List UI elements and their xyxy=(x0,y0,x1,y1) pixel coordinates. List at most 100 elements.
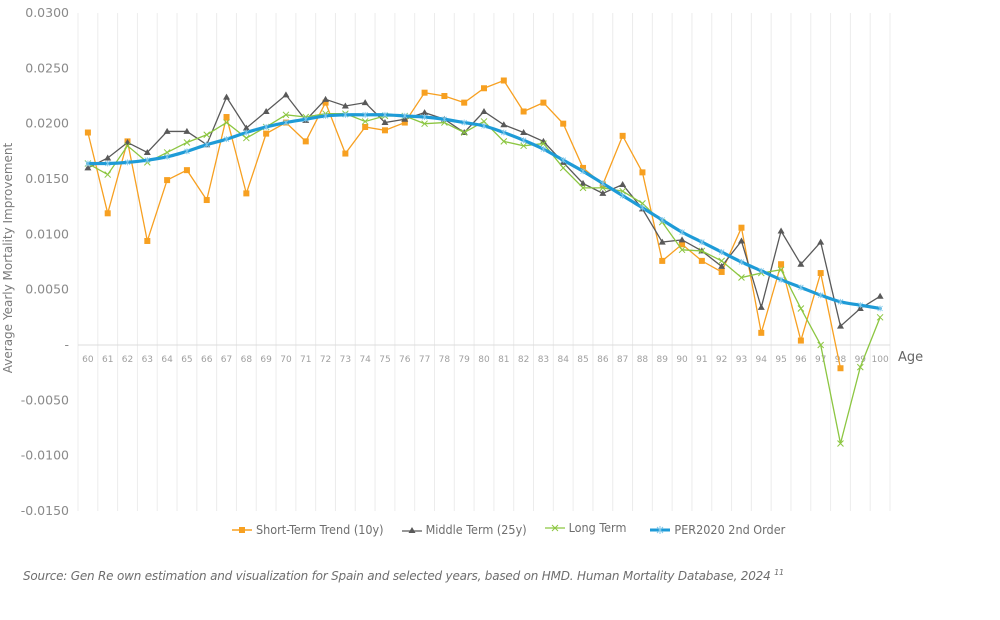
x-tick-label: 90 xyxy=(676,355,688,365)
x-tick-label: 80 xyxy=(478,355,490,365)
data-point xyxy=(679,241,686,248)
data-point xyxy=(876,313,884,321)
x-marker-icon xyxy=(544,524,565,531)
data-point xyxy=(382,111,388,118)
data-point xyxy=(619,132,626,139)
data-point xyxy=(698,247,706,255)
data-point xyxy=(520,142,527,150)
data-point xyxy=(738,274,745,281)
y-tick-label: 0.0100 xyxy=(25,226,69,241)
data-point xyxy=(341,102,349,109)
legend-item-per2020: PER2020 2nd Order xyxy=(650,522,785,537)
data-point xyxy=(322,112,329,119)
x-tick-label: 61 xyxy=(102,355,113,365)
legend-item-short-term: Short-Term Trend (10y) xyxy=(232,522,384,537)
x-tick-label: 81 xyxy=(498,355,509,365)
data-point xyxy=(540,99,547,106)
data-point xyxy=(381,127,388,134)
data-point xyxy=(797,305,805,312)
data-point xyxy=(243,129,250,136)
data-point xyxy=(263,123,269,130)
x-tick-label: 98 xyxy=(835,355,847,365)
data-point xyxy=(679,229,685,236)
x-tick-label: 99 xyxy=(855,355,867,365)
data-point xyxy=(599,189,607,196)
data-point xyxy=(481,122,487,129)
legend-item-long-term: Long Term xyxy=(544,520,627,535)
data-point xyxy=(242,134,250,142)
data-point xyxy=(223,136,230,143)
data-point xyxy=(877,305,883,312)
data-point xyxy=(559,164,567,172)
data-point xyxy=(421,120,428,128)
legend-item-middle-term: Middle Term (25y) xyxy=(401,522,527,537)
data-point xyxy=(302,116,309,123)
y-tick-label: -0.0050 xyxy=(21,392,69,407)
x-tick-label: 84 xyxy=(557,355,569,365)
data-point xyxy=(718,257,726,265)
x-tick-label: 82 xyxy=(518,355,529,365)
y-tick-label: 0.0300 xyxy=(25,5,69,20)
x-tick-label: 100 xyxy=(872,355,889,365)
data-point xyxy=(124,159,131,166)
data-point xyxy=(678,246,686,254)
x-axis-title: Age xyxy=(898,350,923,365)
data-point xyxy=(718,262,726,269)
data-point xyxy=(362,123,369,130)
data-point xyxy=(262,107,270,114)
data-point xyxy=(876,292,884,299)
data-point xyxy=(659,257,666,264)
data-point xyxy=(659,216,666,223)
data-point xyxy=(381,119,389,126)
data-point xyxy=(778,261,785,268)
line-chart: 0.0300 0.0250 0.0200 0.0150 0.0100 0.0050 - -0.… xyxy=(1,5,923,515)
x-axis-ticks: 60 61 62 63 64 65 66 67 68 69 70 71 72 73 74 75 76 77 78 79… xyxy=(82,355,889,365)
x-tick-label: 89 xyxy=(657,355,669,365)
data-point xyxy=(143,148,151,155)
y-tick-label: 0.0250 xyxy=(25,60,69,75)
x-tick-label: 93 xyxy=(736,355,747,365)
data-point xyxy=(817,341,825,349)
x-tick-label: 65 xyxy=(181,355,192,365)
data-point xyxy=(738,224,745,231)
data-point xyxy=(203,141,210,148)
data-point xyxy=(540,140,547,147)
y-tick-label: 0.0050 xyxy=(25,282,69,297)
data-point xyxy=(580,168,586,175)
data-point xyxy=(619,181,627,188)
data-point xyxy=(84,164,92,171)
data-point xyxy=(104,160,111,167)
data-point xyxy=(837,440,844,447)
data-point xyxy=(481,85,487,92)
data-point xyxy=(144,237,151,244)
data-point xyxy=(520,137,527,144)
data-point xyxy=(836,322,844,329)
series-line xyxy=(87,93,881,328)
series-long-term xyxy=(84,110,884,447)
legend-label: Long Term xyxy=(568,520,627,535)
x-tick-label: 94 xyxy=(756,355,768,365)
data-point xyxy=(520,129,528,136)
y-tick-label: -0.0100 xyxy=(21,448,69,463)
data-point xyxy=(104,171,112,178)
x-tick-label: 95 xyxy=(775,355,786,365)
data-point xyxy=(203,197,210,204)
data-point xyxy=(441,116,448,123)
data-point xyxy=(857,302,864,309)
data-point xyxy=(777,227,785,234)
data-point xyxy=(718,268,725,275)
data-point xyxy=(283,119,289,126)
data-point xyxy=(777,266,785,274)
x-tick-label: 64 xyxy=(161,355,173,365)
legend-label: Middle Term (25y) xyxy=(425,522,527,537)
x-tick-label: 78 xyxy=(439,355,451,365)
data-point xyxy=(856,363,864,371)
x-tick-label: 60 xyxy=(82,355,94,365)
data-point xyxy=(580,164,587,171)
data-point xyxy=(84,129,91,136)
y-tick-label: 0.0200 xyxy=(25,116,69,131)
data-point xyxy=(500,138,508,145)
y-tick-label: -0.0150 xyxy=(21,503,69,515)
data-point xyxy=(361,99,369,106)
data-point xyxy=(184,148,190,155)
